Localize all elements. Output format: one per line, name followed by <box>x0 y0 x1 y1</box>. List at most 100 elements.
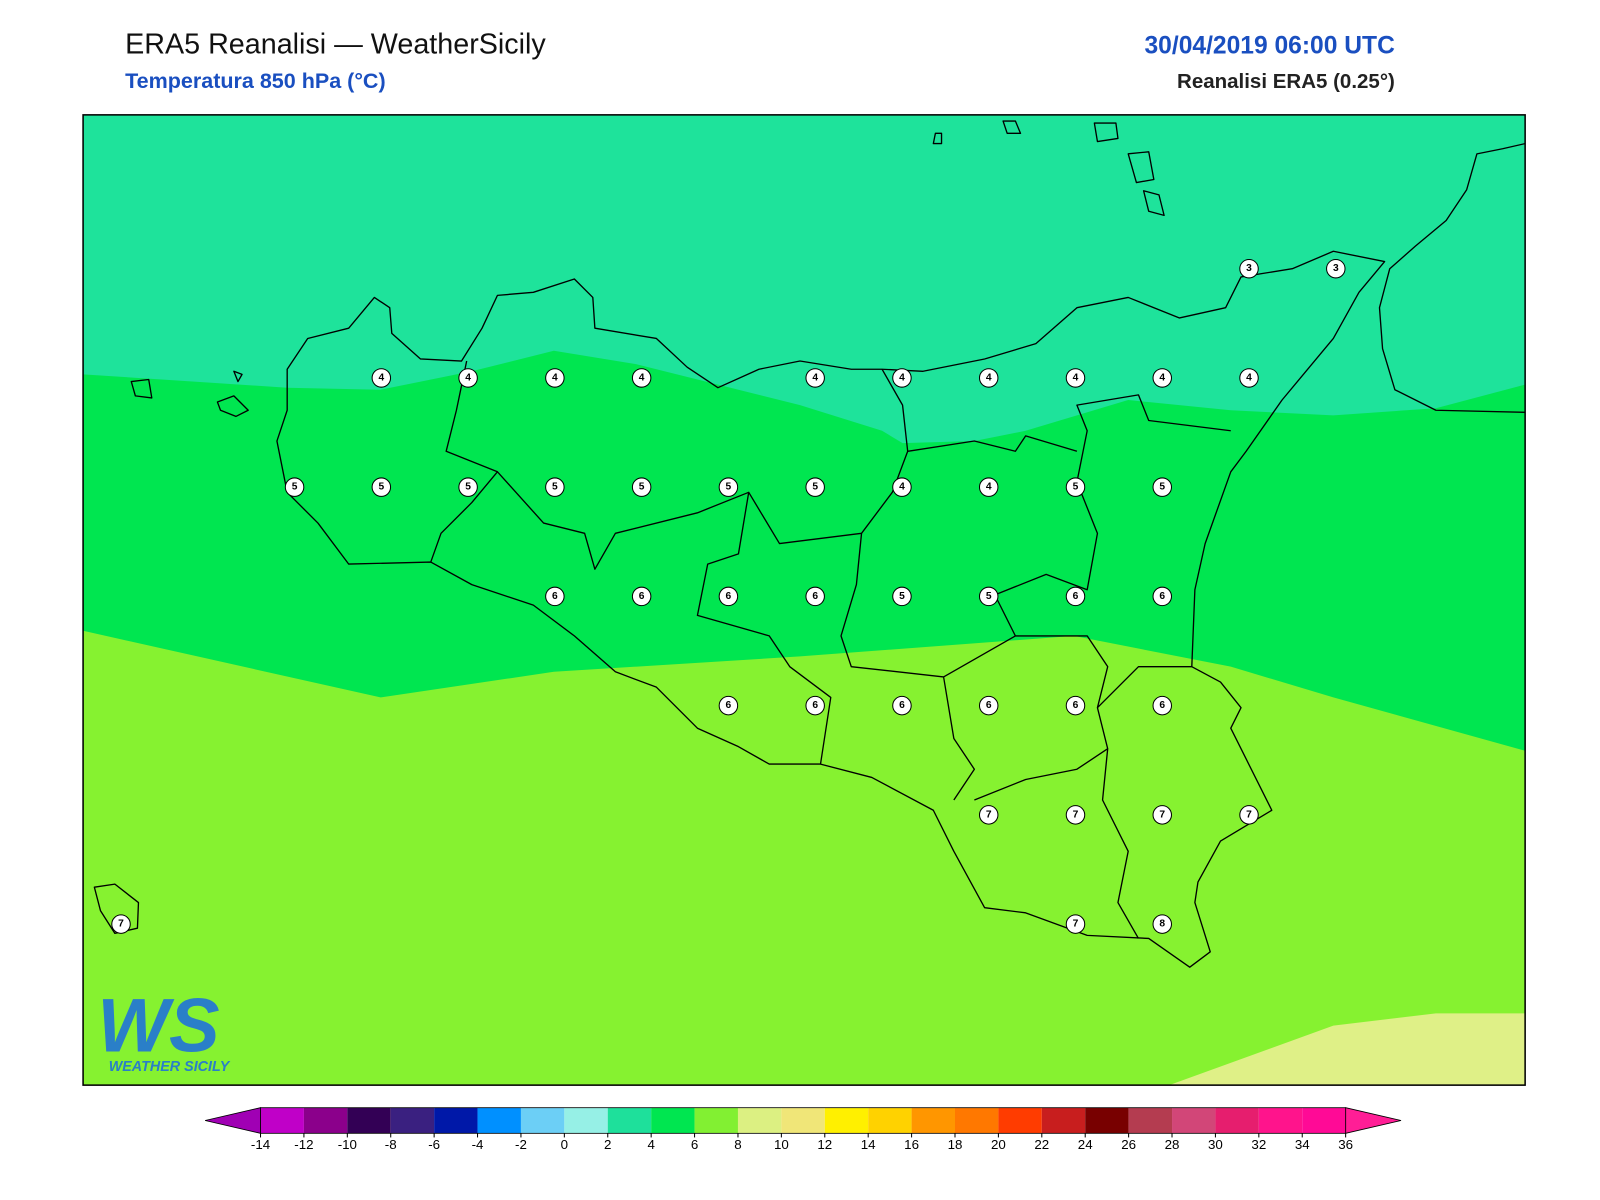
title: ERA5 Reanalisi — WeatherSicily <box>125 28 546 60</box>
station-value: 5 <box>899 591 905 602</box>
colorbar-tick-label: 16 <box>904 1137 919 1152</box>
station-marker <box>545 477 565 497</box>
station-marker <box>545 586 565 607</box>
station-value: 4 <box>899 482 905 493</box>
colorbar-box <box>347 1107 391 1134</box>
colorbar-box <box>954 1107 999 1134</box>
station-marker <box>892 695 912 716</box>
colorbar-box <box>477 1107 521 1134</box>
station-value: 7 <box>1159 809 1165 820</box>
station-marker <box>978 368 999 388</box>
colorbar-tick-label: 12 <box>817 1137 832 1152</box>
station-marker <box>978 805 999 825</box>
station-value: 6 <box>1159 700 1165 711</box>
station-marker <box>1152 805 1172 825</box>
station-marker <box>111 914 131 934</box>
station-value: 6 <box>1159 591 1165 602</box>
station-marker <box>371 477 392 497</box>
colorbar-tick-label: 6 <box>691 1137 698 1152</box>
colorbar-frame <box>260 1107 1347 1134</box>
station-marker <box>978 586 999 607</box>
station-value: 3 <box>1246 263 1252 274</box>
station-value: 6 <box>899 700 905 711</box>
station-marker <box>458 368 478 388</box>
station-value: 5 <box>1073 482 1079 493</box>
colorbar: -14 -12 -10 -8 -6 -4 -2 0 2 4 6 8 10 12 14 16 18 20 22 24 26… <box>205 1107 1402 1152</box>
colorbar-tick-label: 28 <box>1165 1137 1180 1152</box>
map-frame <box>82 114 1526 1086</box>
colorbar-box <box>1041 1107 1086 1134</box>
colorbar-tick-label: -10 <box>338 1137 357 1152</box>
subtitle: Temperatura 850 hPa (°C) <box>125 69 386 93</box>
station-value: 6 <box>812 591 818 602</box>
station-marker <box>718 695 739 716</box>
colorbar-tick-label: -12 <box>294 1137 313 1152</box>
station-marker <box>1239 805 1259 825</box>
source: Reanalisi ERA5 (0.25°) <box>1177 70 1395 93</box>
province-borders <box>430 360 1231 939</box>
station-marker <box>1065 914 1086 934</box>
station-value: 6 <box>726 591 732 602</box>
colorbar-box <box>868 1107 912 1134</box>
station-marker <box>1152 368 1172 388</box>
station-value: 6 <box>726 700 732 711</box>
station-value: 7 <box>118 919 124 930</box>
colorbar-tick-label: -4 <box>472 1137 484 1152</box>
colorbar-tick-label: 8 <box>734 1137 741 1152</box>
station-marker <box>631 586 652 607</box>
colorbar-tick-label: 30 <box>1208 1137 1223 1152</box>
station-value: 5 <box>1159 482 1165 493</box>
station-marker <box>892 477 912 497</box>
colorbar-box <box>520 1107 565 1134</box>
colorbar-over <box>1345 1107 1402 1134</box>
colorbar-box <box>998 1107 1042 1134</box>
station-value: 4 <box>1159 372 1165 383</box>
field-2-4 <box>83 114 1526 444</box>
station-value: 6 <box>1073 591 1079 602</box>
station-value: 4 <box>465 372 471 383</box>
colorbar-box <box>1215 1107 1259 1134</box>
station-marker <box>371 368 392 388</box>
station-marker <box>892 586 912 607</box>
map: 3 3 4 4 4 4 4 4 4 4 4 4 5 5 5 5 5 5 5 4 4 5 5 6 6 6 6 5 5 6 6 6 6 6 6 6 6 7 7 7… <box>83 114 1526 1086</box>
station-value: 8 <box>1159 919 1165 930</box>
colorbar-box <box>1172 1107 1216 1134</box>
station-value: 7 <box>1073 809 1079 820</box>
colorbar-box <box>781 1107 825 1134</box>
station-value: 6 <box>986 700 992 711</box>
station-value: 4 <box>1073 372 1079 383</box>
station-value: 6 <box>1073 700 1079 711</box>
colorbar-tick-label: -14 <box>251 1137 271 1152</box>
station-marker <box>805 586 825 607</box>
logo-mark: WS <box>97 983 219 1068</box>
station-marker <box>1065 805 1086 825</box>
station-marker <box>1152 914 1172 934</box>
colorbar-box <box>1085 1107 1129 1134</box>
station-marker <box>892 368 912 388</box>
colorbar-box <box>1302 1107 1346 1134</box>
station-value: 5 <box>465 482 471 493</box>
station-marker <box>805 368 825 388</box>
station-marker <box>1326 258 1346 279</box>
station-marker <box>1065 695 1086 716</box>
colorbar-tick-label: 32 <box>1251 1137 1266 1152</box>
station-value: 5 <box>552 482 558 493</box>
colorbar-box <box>260 1107 304 1134</box>
field-8-10 <box>1169 1013 1526 1086</box>
station-value: 4 <box>899 372 905 383</box>
colorbar-box <box>824 1107 869 1134</box>
datetime: 30/04/2019 06:00 UTC <box>1144 32 1395 59</box>
station-value: 4 <box>812 372 818 383</box>
colorbar-tick-label: 2 <box>604 1137 611 1152</box>
colorbar-box <box>564 1107 608 1134</box>
colorbar-box <box>390 1107 435 1134</box>
colorbar-tick-label: 34 <box>1295 1137 1310 1152</box>
colorbar-box <box>607 1107 652 1134</box>
station-value: 7 <box>986 809 992 820</box>
station-value: 5 <box>812 482 818 493</box>
station-value: 4 <box>1246 372 1252 383</box>
colorbar-tick-label: 0 <box>561 1137 568 1152</box>
colorbar-tick-label: 36 <box>1338 1137 1353 1152</box>
